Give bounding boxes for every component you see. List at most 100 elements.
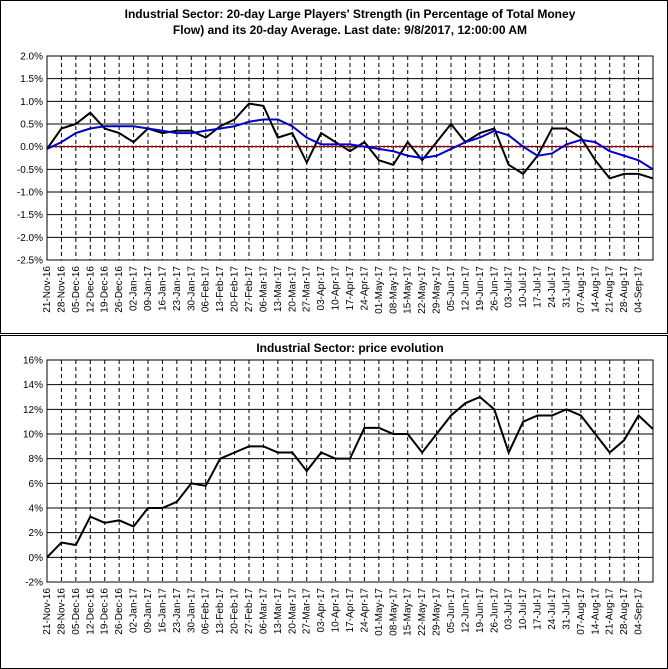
x-tick-label: 12-Dec-16 [85,266,96,313]
x-tick-label: 02-Jan-17 [129,588,140,633]
x-tick-label: 12-Dec-16 [85,588,96,635]
x-tick-label: 26-Dec-16 [114,266,125,313]
x-tick-label: 03-Jul-17 [504,588,515,630]
x-tick-label: 12-Jun-17 [460,266,471,311]
x-tick-label: 13-Feb-17 [215,588,226,635]
y-tick-label: 0% [29,553,44,564]
y-tick-label: -0.5% [17,165,43,176]
x-tick-label: 10-Apr-17 [331,588,342,633]
x-tick-label: 24-Apr-17 [359,588,370,633]
x-tick-label: 29-May-17 [432,266,443,314]
x-tick-label: 16-Jan-17 [157,588,168,633]
x-tick-label: 08-May-17 [388,588,399,636]
x-tick-label: 07-Aug-17 [576,588,587,635]
x-tick-label: 26-Dec-16 [114,588,125,635]
x-tick-label: 26-Jun-17 [489,266,500,311]
x-tick-label: 06-Mar-17 [258,588,269,635]
x-tick-label: 30-Jan-17 [186,588,197,633]
x-tick-label: 20-Mar-17 [287,266,298,313]
x-tick-label: 28-Aug-17 [619,266,630,313]
y-tick-label: -2.5% [17,256,43,267]
x-tick-label: 16-Jan-17 [157,266,168,311]
x-tick-label: 09-Jan-17 [143,266,154,311]
x-tick-label: 06-Mar-17 [258,266,269,313]
x-tick-label: 21-Nov-16 [42,588,53,635]
x-tick-label: 21-Aug-17 [605,266,616,313]
x-tick-label: 24-Jul-17 [547,588,558,630]
x-tick-label: 30-Jan-17 [186,266,197,311]
x-tick-label: 26-Jun-17 [489,588,500,633]
y-tick-label: 6% [29,479,44,490]
x-tick-label: 13-Mar-17 [273,588,284,635]
x-tick-label: 24-Jul-17 [547,266,558,308]
x-tick-label: 15-May-17 [403,266,414,314]
y-tick-label: 14% [23,380,43,391]
x-tick-label: 19-Dec-16 [100,588,111,635]
x-tick-label: 20-Feb-17 [230,266,241,313]
x-tick-label: 21-Nov-16 [42,266,53,313]
x-tick-label: 31-Jul-17 [561,588,572,630]
x-tick-label: 05-Jun-17 [446,588,457,633]
y-tick-label: 8% [29,454,44,465]
x-tick-label: 12-Jun-17 [460,588,471,633]
y-tick-label: 4% [29,504,44,515]
x-tick-label: 13-Feb-17 [215,266,226,313]
y-tick-label: 10% [23,430,43,441]
y-tick-label: 2.0% [20,52,43,63]
y-tick-label: -1.5% [17,210,43,221]
y-tick-label: -1.0% [17,188,43,199]
x-tick-label: 20-Feb-17 [230,588,241,635]
y-tick-label: 2% [29,528,44,539]
x-tick-label: 27-Feb-17 [244,588,255,635]
x-tick-label: 15-May-17 [403,588,414,636]
x-tick-label: 10-Apr-17 [331,266,342,311]
x-tick-label: 19-Jun-17 [475,266,486,311]
x-tick-label: 22-May-17 [417,588,428,636]
x-tick-label: 03-Apr-17 [316,588,327,633]
x-tick-label: 17-Jul-17 [533,266,544,308]
chart-title: Industrial Sector: price evolution [256,341,443,355]
y-tick-label: 1.0% [20,97,43,108]
y-tick-label: -2.0% [17,233,43,244]
plot-area [46,359,654,583]
x-tick-label: 04-Sep-17 [634,588,645,635]
x-tick-label: 17-Jul-17 [533,588,544,630]
x-tick-label: 27-Feb-17 [244,266,255,313]
x-tick-label: 24-Apr-17 [359,266,370,311]
x-tick-label: 23-Jan-17 [172,588,183,633]
y-tick-label: 1.5% [20,74,43,85]
x-tick-label: 27-Mar-17 [302,266,313,313]
y-tick-label: 12% [23,405,43,416]
x-tick-label: 17-Apr-17 [345,266,356,311]
x-tick-label: 04-Sep-17 [634,266,645,313]
x-tick-label: 21-Aug-17 [605,588,616,635]
x-tick-label: 19-Jun-17 [475,588,486,633]
series-line [46,118,654,171]
x-tick-label: 10-Jul-17 [518,588,529,630]
x-tick-label: 28-Nov-16 [56,266,67,313]
x-tick-label: 27-Mar-17 [302,588,313,635]
x-tick-label: 31-Jul-17 [561,266,572,308]
x-tick-label: 06-Feb-17 [201,588,212,635]
x-tick-label: 08-May-17 [388,266,399,314]
x-tick-label: 01-May-17 [374,266,385,314]
y-tick-label: 0.5% [20,120,43,131]
y-tick-label: 0.0% [20,142,43,153]
x-tick-label: 14-Aug-17 [590,266,601,313]
x-tick-label: 28-Nov-16 [56,588,67,635]
chart-title: Flow) and its 20-day Average. Last date:… [173,23,527,37]
x-tick-label: 09-Jan-17 [143,588,154,633]
x-tick-label: 19-Dec-16 [100,266,111,313]
x-tick-label: 13-Mar-17 [273,266,284,313]
y-tick-label: 16% [23,356,43,367]
x-tick-label: 20-Mar-17 [287,588,298,635]
chart-title: Industrial Sector: 20-day Large Players'… [125,7,576,21]
x-tick-label: 05-Jun-17 [446,266,457,311]
x-tick-label: 05-Dec-16 [71,588,82,635]
x-tick-label: 28-Aug-17 [619,588,630,635]
x-tick-label: 23-Jan-17 [172,266,183,311]
x-tick-label: 02-Jan-17 [129,266,140,311]
x-tick-label: 14-Aug-17 [590,588,601,635]
